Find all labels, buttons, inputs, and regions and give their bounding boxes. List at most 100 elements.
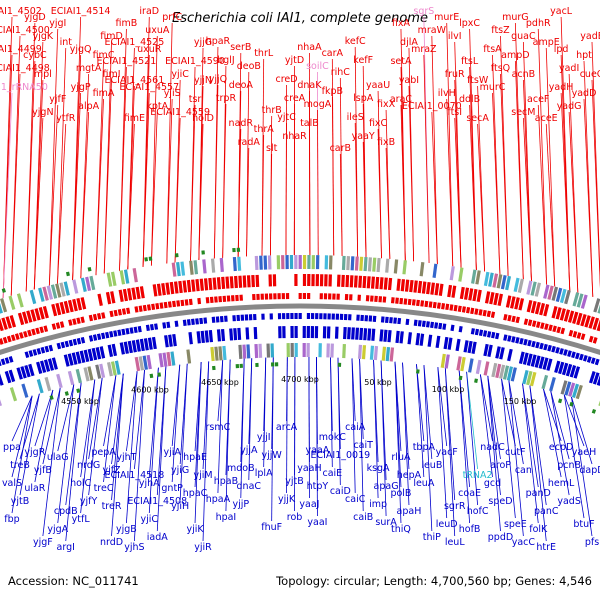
feature-block	[558, 361, 565, 375]
feature-block	[236, 314, 241, 322]
gene-label: yadI	[559, 63, 579, 74]
feature-block	[167, 301, 172, 308]
feature-block	[319, 293, 323, 300]
feature-block	[564, 289, 571, 305]
feature-block	[110, 271, 117, 287]
feature-block	[38, 307, 45, 320]
feature-block	[413, 319, 418, 326]
feature-block	[4, 370, 12, 384]
feature-block	[2, 336, 8, 344]
gene-label: yjtD	[285, 55, 304, 66]
feature-block	[214, 346, 219, 361]
feature-block	[592, 372, 600, 385]
forward-cds-inner	[0, 292, 598, 345]
feature-block	[121, 328, 126, 336]
feature-block	[343, 326, 347, 340]
gene-label: yjiR	[194, 542, 212, 553]
gene-label: alpA	[78, 101, 99, 112]
gene-label: yjiM	[193, 470, 212, 481]
feature-block	[351, 327, 355, 340]
feature-block	[294, 313, 298, 320]
feature-block	[499, 364, 506, 379]
feature-block	[530, 300, 537, 314]
gene-connector	[359, 358, 364, 440]
feature-block	[491, 362, 498, 378]
gene-label: rihC	[331, 67, 351, 78]
feature-block	[186, 349, 192, 364]
gene-connector	[317, 109, 319, 256]
gene-connector	[57, 47, 67, 284]
feature-block	[555, 307, 562, 320]
feature-block	[502, 365, 510, 380]
feature-block	[404, 279, 410, 292]
gene-label: yjgN	[32, 107, 53, 118]
feature-block	[387, 330, 392, 343]
gene-connector	[48, 104, 59, 286]
feature-block	[38, 287, 45, 302]
gene-label: yjiH	[171, 501, 189, 512]
feature-block	[341, 255, 346, 270]
feature-block	[344, 294, 349, 301]
feature-block	[8, 369, 16, 383]
gene-label: yjiG	[171, 465, 189, 476]
feature-block	[6, 335, 12, 343]
gene-connector	[446, 22, 454, 267]
feature-block	[138, 305, 143, 312]
gene-connector	[72, 16, 82, 281]
feature-block	[586, 356, 592, 363]
gene-connector	[458, 370, 470, 524]
feature-block	[8, 356, 14, 363]
gene-connector	[373, 359, 379, 499]
feature-block	[64, 340, 70, 348]
gene-label: slt	[266, 143, 278, 154]
gene-label: ECIAI1_4508	[127, 496, 187, 507]
feature-block	[395, 297, 399, 304]
gene-label: yjgK	[33, 31, 54, 42]
feature-block	[161, 283, 166, 296]
feature-block	[458, 375, 463, 381]
feature-block	[323, 293, 328, 300]
feature-block	[364, 315, 369, 322]
gene-connector	[286, 357, 288, 422]
feature-block	[575, 352, 580, 360]
gene-connector	[385, 147, 391, 259]
gene-label: caiD	[330, 486, 351, 497]
feature-block	[80, 297, 87, 310]
gene-label: yjhA	[139, 478, 160, 489]
gene-connector	[591, 79, 600, 289]
gene-label: tsr	[189, 94, 202, 105]
feature-block	[438, 322, 443, 330]
feature-block	[218, 296, 222, 303]
feature-block	[393, 317, 397, 324]
gene-label: ECIAI1_0019	[310, 450, 370, 461]
gene-label: pepA	[91, 447, 116, 458]
feature-block	[154, 323, 159, 330]
gene-label: hpaA	[206, 494, 231, 505]
feature-block	[286, 343, 290, 358]
feature-block	[203, 278, 209, 291]
feature-block	[523, 318, 529, 326]
feature-block	[426, 281, 431, 295]
gene-connector	[95, 98, 104, 276]
feature-block	[36, 361, 43, 375]
feature-block	[330, 343, 334, 358]
feature-block	[572, 311, 579, 325]
feature-block	[107, 344, 114, 357]
gene-label: panC	[534, 506, 559, 517]
feature-block	[367, 328, 372, 341]
gene-label: yjjQ	[209, 74, 227, 85]
gene-label: yaaA	[306, 445, 330, 456]
feature-block	[36, 379, 44, 394]
feature-block	[510, 367, 517, 382]
feature-block	[16, 293, 24, 308]
feature-block	[311, 274, 315, 287]
feature-block	[147, 337, 153, 350]
feature-block	[214, 296, 218, 303]
gene-label: yjgB	[116, 524, 137, 535]
feature-block	[315, 313, 319, 320]
feature-block	[376, 257, 381, 273]
feature-block	[149, 323, 155, 331]
feature-block	[95, 364, 102, 379]
feature-block	[361, 345, 367, 360]
feature-block	[269, 313, 273, 320]
